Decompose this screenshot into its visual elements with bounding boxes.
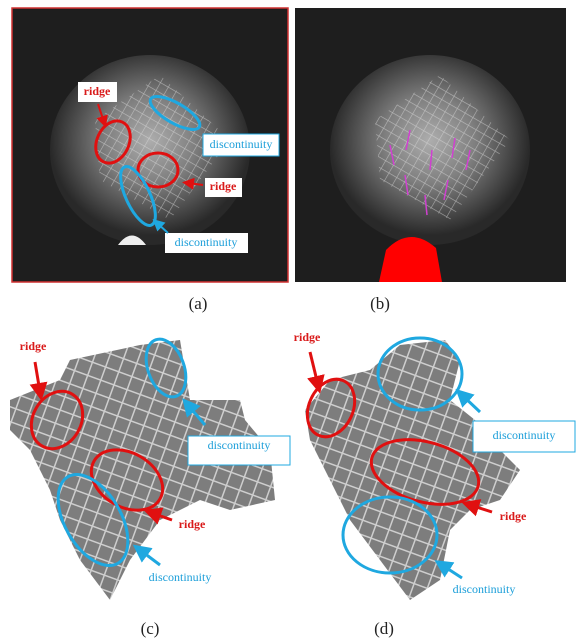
caption: (a)	[189, 294, 208, 313]
figure: ridge discontinuity ridge discontinuity …	[0, 0, 576, 644]
annotation: discontinuity	[453, 582, 516, 596]
annotation: ridge	[84, 84, 111, 98]
panel-b	[295, 8, 566, 282]
caption: (d)	[374, 619, 394, 638]
annotation: discontinuity	[149, 570, 212, 584]
annotation: discontinuity	[175, 235, 238, 249]
caption: (b)	[370, 294, 390, 313]
panel-d: ridge discontinuity ridge discontinuity	[294, 330, 575, 600]
panel-a: ridge discontinuity ridge discontinuity	[12, 8, 288, 282]
annotation: ridge	[500, 509, 527, 523]
annotation: ridge	[294, 330, 321, 344]
annotation: ridge	[20, 339, 47, 353]
caption: (c)	[141, 619, 160, 638]
annotation: discontinuity	[208, 438, 271, 452]
annotation: ridge	[179, 517, 206, 531]
annotation: discontinuity	[210, 137, 273, 151]
annotation: discontinuity	[493, 428, 556, 442]
panel-c: ridge discontinuity ridge discontinuity	[10, 334, 290, 600]
annotation: ridge	[210, 179, 237, 193]
